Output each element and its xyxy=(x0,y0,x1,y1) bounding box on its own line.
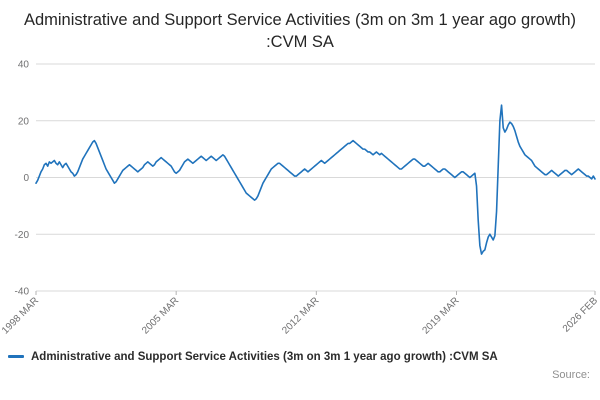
x-tick-label: 1998 MAR xyxy=(0,295,41,336)
chart-card: Administrative and Support Service Activ… xyxy=(0,10,600,400)
y-tick-label: -20 xyxy=(15,229,30,240)
source-label: Source: xyxy=(552,368,590,381)
x-tick-label: 2026 FEB xyxy=(561,295,600,334)
chart-title: Administrative and Support Service Activ… xyxy=(23,11,577,51)
data-series-line xyxy=(35,103,596,255)
x-tick-label: 2005 MAR xyxy=(140,295,181,336)
legend: Administrative and Support Service Activ… xyxy=(8,348,594,366)
y-tick-label: 0 xyxy=(23,173,29,184)
y-tick-label: 20 xyxy=(18,116,30,127)
x-tick-label: 2019 MAR xyxy=(420,295,461,336)
legend-line-marker-icon xyxy=(8,355,24,359)
legend-label: Administrative and Support Service Activ… xyxy=(31,350,498,363)
y-tick-label: 40 xyxy=(18,59,30,70)
x-tick-label: 2012 MAR xyxy=(280,295,321,336)
y-tick-label: -40 xyxy=(15,286,30,297)
